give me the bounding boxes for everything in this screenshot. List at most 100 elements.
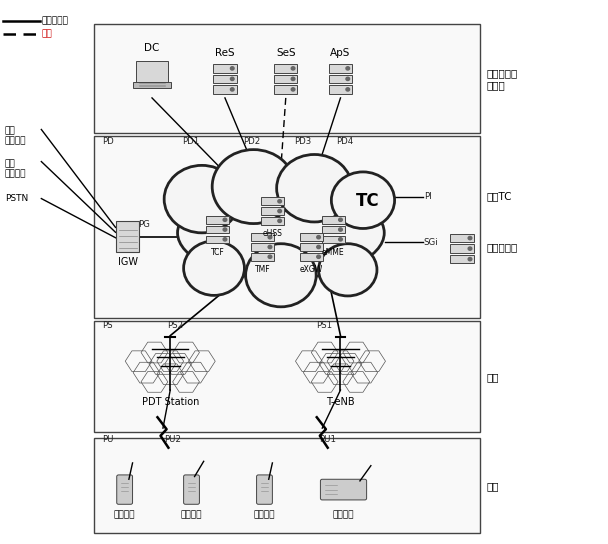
Text: PD4: PD4 [336, 137, 353, 146]
Circle shape [277, 154, 352, 222]
Circle shape [468, 237, 472, 240]
Circle shape [268, 236, 272, 239]
FancyBboxPatch shape [213, 64, 237, 72]
Circle shape [291, 88, 295, 91]
Circle shape [346, 88, 350, 91]
Circle shape [230, 77, 234, 81]
Ellipse shape [178, 187, 384, 279]
Text: TC: TC [356, 192, 379, 211]
Text: TMF: TMF [255, 265, 271, 274]
Text: PG: PG [139, 220, 151, 229]
Text: 其他TC: 其他TC [486, 191, 512, 201]
Text: 车载终端: 车载终端 [333, 510, 354, 520]
Circle shape [317, 245, 320, 249]
Circle shape [468, 257, 472, 261]
Text: ReS: ReS [215, 48, 235, 58]
FancyBboxPatch shape [213, 85, 237, 94]
Text: PS2: PS2 [167, 321, 184, 330]
Bar [94, 24, 480, 133]
Text: PU1: PU1 [319, 435, 336, 444]
Text: PU: PU [102, 435, 114, 444]
Circle shape [346, 77, 350, 81]
Circle shape [339, 218, 342, 221]
Circle shape [317, 255, 320, 258]
FancyBboxPatch shape [251, 243, 274, 251]
FancyBboxPatch shape [300, 253, 323, 261]
FancyBboxPatch shape [274, 75, 297, 83]
FancyBboxPatch shape [322, 216, 345, 224]
FancyBboxPatch shape [206, 216, 229, 224]
FancyBboxPatch shape [133, 82, 171, 88]
FancyBboxPatch shape [322, 226, 345, 233]
Text: PDT Station: PDT Station [142, 397, 199, 407]
Text: PD1: PD1 [182, 137, 199, 146]
Circle shape [223, 228, 227, 231]
Text: SGi: SGi [424, 238, 438, 246]
Circle shape [468, 247, 472, 250]
FancyBboxPatch shape [116, 221, 139, 252]
FancyBboxPatch shape [136, 61, 168, 82]
Text: 数据业务网: 数据业务网 [486, 243, 517, 252]
Text: T-eNB: T-eNB [326, 397, 355, 407]
Circle shape [230, 88, 234, 91]
Text: ApS: ApS [330, 48, 351, 58]
Text: 集群调度应
用平台: 集群调度应 用平台 [486, 68, 517, 90]
Text: eXGW: eXGW [300, 265, 323, 274]
FancyBboxPatch shape [274, 64, 297, 72]
FancyBboxPatch shape [117, 475, 133, 504]
FancyBboxPatch shape [450, 234, 474, 242]
Circle shape [319, 244, 377, 296]
Text: 基站: 基站 [486, 372, 499, 382]
Text: PS: PS [102, 321, 112, 330]
FancyBboxPatch shape [184, 475, 199, 504]
Text: PD3: PD3 [294, 137, 311, 146]
Text: 多模终端: 多模终端 [114, 510, 136, 520]
FancyBboxPatch shape [274, 85, 297, 94]
Text: 信令和媒体: 信令和媒体 [41, 16, 68, 25]
FancyBboxPatch shape [257, 475, 272, 504]
Circle shape [346, 67, 350, 70]
Text: 信令: 信令 [41, 29, 52, 38]
Circle shape [278, 219, 282, 222]
FancyBboxPatch shape [450, 255, 474, 263]
FancyBboxPatch shape [206, 236, 229, 243]
Circle shape [278, 200, 282, 203]
FancyBboxPatch shape [206, 226, 229, 233]
Text: PU2: PU2 [164, 435, 181, 444]
Circle shape [317, 236, 320, 239]
FancyBboxPatch shape [261, 197, 284, 205]
FancyBboxPatch shape [450, 244, 474, 253]
Circle shape [331, 172, 395, 228]
FancyBboxPatch shape [251, 253, 274, 261]
Circle shape [339, 228, 342, 231]
Text: IGW: IGW [118, 257, 137, 267]
Text: DC: DC [144, 43, 160, 53]
Circle shape [223, 238, 227, 241]
Text: TCF: TCF [211, 248, 224, 257]
Circle shape [268, 255, 272, 258]
Circle shape [212, 150, 295, 224]
Text: PS1: PS1 [316, 321, 333, 330]
FancyBboxPatch shape [261, 207, 284, 215]
FancyBboxPatch shape [261, 217, 284, 225]
Circle shape [339, 238, 342, 241]
FancyBboxPatch shape [300, 233, 323, 241]
Text: PI: PI [424, 193, 432, 201]
Bar [94, 321, 480, 432]
Text: PD2: PD2 [243, 137, 260, 146]
Text: PSTN: PSTN [5, 194, 28, 203]
Text: 移动
蜂窝网络: 移动 蜂窝网络 [5, 159, 26, 178]
FancyBboxPatch shape [300, 243, 323, 251]
FancyBboxPatch shape [213, 75, 237, 83]
Text: 终端: 终端 [486, 481, 499, 491]
FancyBboxPatch shape [329, 75, 352, 83]
Circle shape [246, 244, 316, 307]
FancyBboxPatch shape [329, 64, 352, 72]
Text: 单模终端: 单模终端 [181, 510, 202, 520]
FancyBboxPatch shape [251, 233, 274, 241]
Circle shape [278, 209, 282, 213]
Circle shape [291, 67, 295, 70]
Text: 其他
集群网络: 其他 集群网络 [5, 126, 26, 146]
Bar [94, 136, 480, 318]
FancyBboxPatch shape [329, 85, 352, 94]
